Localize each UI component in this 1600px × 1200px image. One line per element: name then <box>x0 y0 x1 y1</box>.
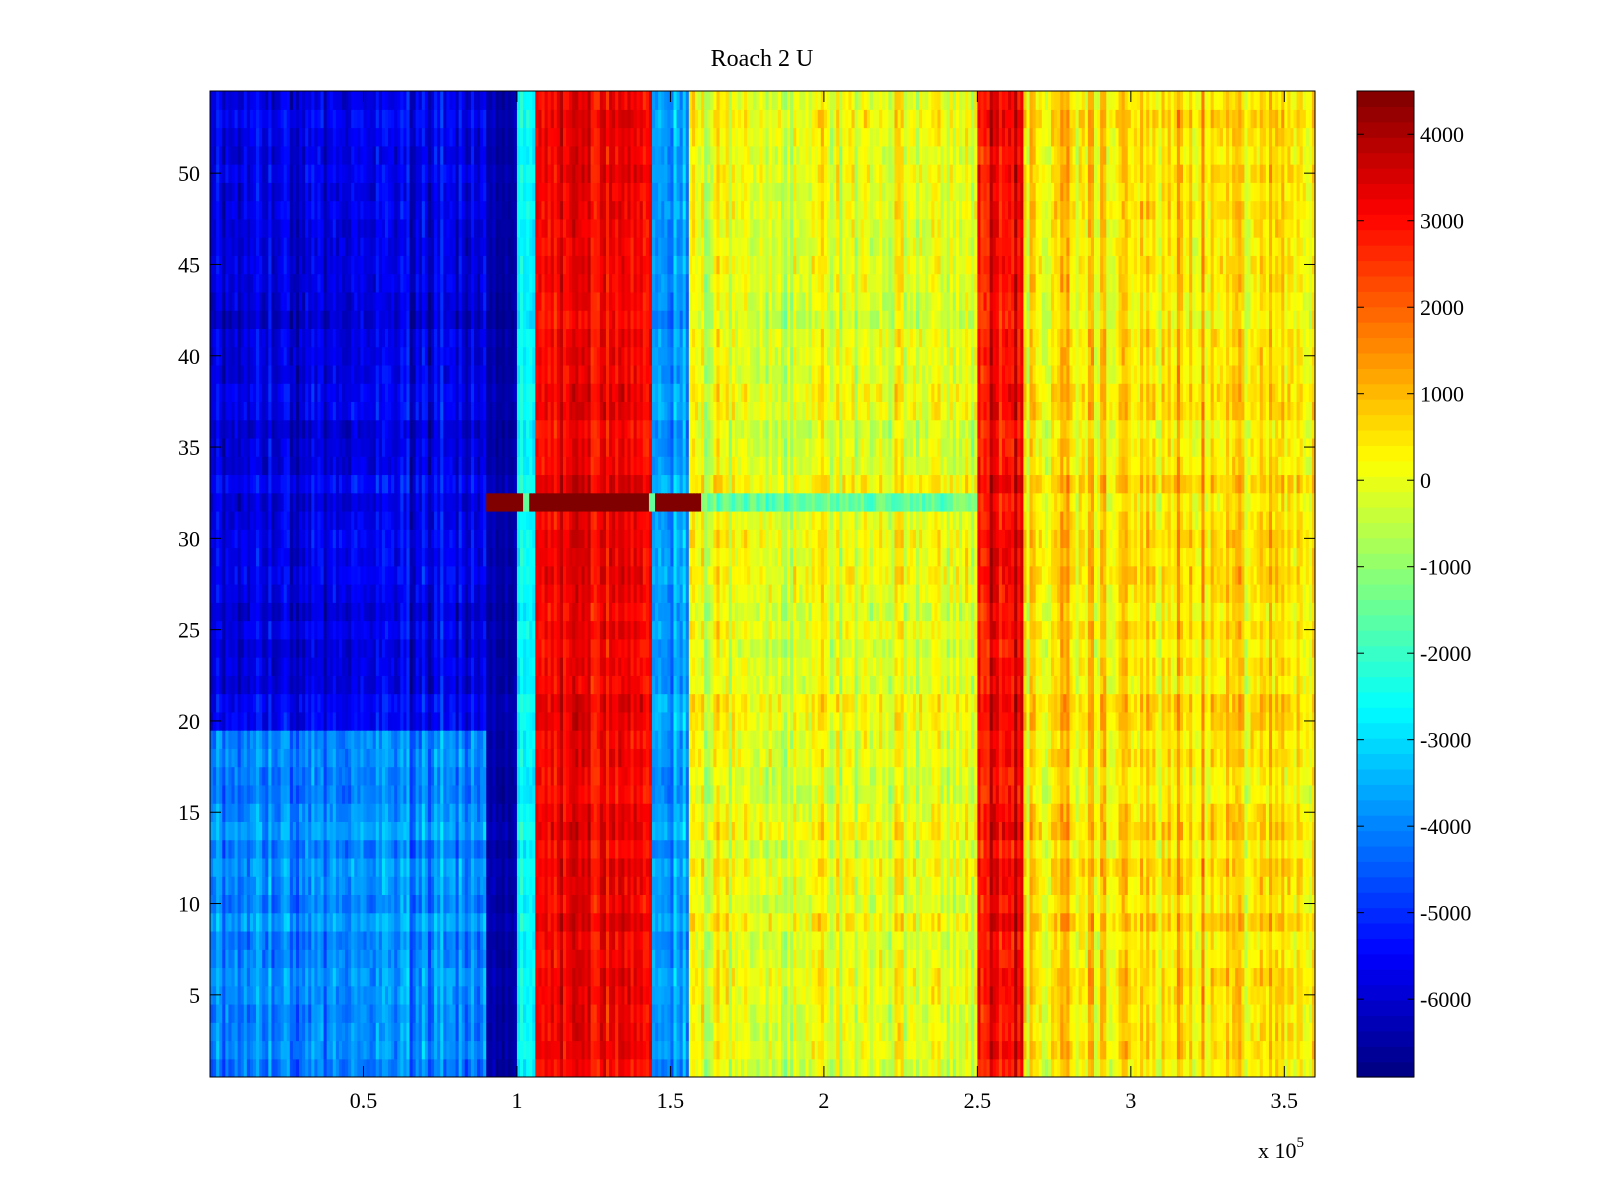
heatmap-figure: Roach 2 U 0.5 1 1.5 2 2.5 3 3.5 51015202530354… <box>0 0 1600 1200</box>
heatmap-cells <box>210 91 1316 1078</box>
chart-title: Roach 2 U <box>711 46 814 72</box>
heatmap-plot-area <box>210 91 1316 1078</box>
